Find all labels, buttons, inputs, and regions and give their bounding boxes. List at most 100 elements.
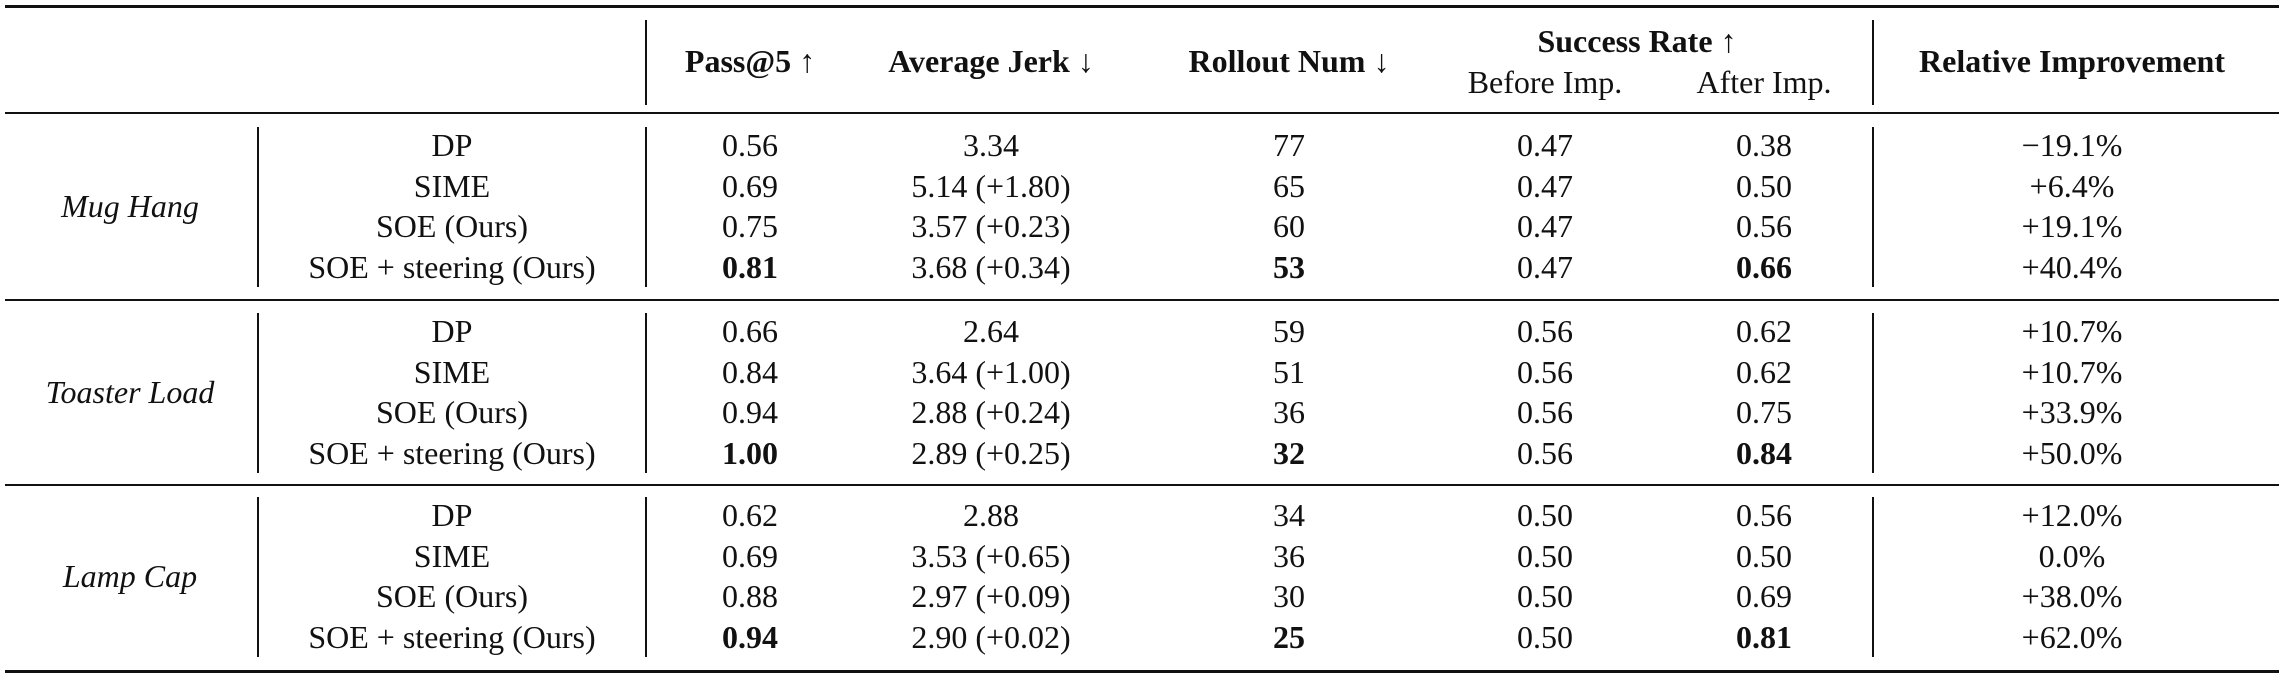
after-imp-cell: 0.62 [1736,313,1792,349]
after-imp-cell: 0.81 [1736,618,1792,655]
rollout-num-cell: 59 [1273,313,1305,349]
relative-improvement-cell: +10.7% [2021,353,2123,390]
method-cell: DP [431,497,473,533]
bottom-rule [5,670,2279,673]
method-cell: SOE (Ours) [376,394,528,430]
average-jerk-cell: 2.97 (+0.09) [911,578,1071,614]
task-label: Mug Hang [61,187,199,224]
group-divider [645,313,647,473]
pass5-cell: 0.66 [722,313,778,349]
method-cell: SOE (Ours) [376,208,528,244]
method-cell: SIME [413,537,491,574]
average-jerk-cell: 3.68 (+0.34) [911,248,1071,285]
average-jerk-cell: 3.53 (+0.65) [911,537,1071,574]
pass5-cell: 0.69 [722,167,778,204]
before-imp-cell: 0.56 [1517,434,1573,471]
group-divider [1872,127,1874,287]
rollout-num-cell: 32 [1273,434,1305,471]
relative-improvement-cell: +10.7% [2021,313,2123,349]
before-imp-cell: 0.50 [1517,497,1573,533]
header-rule [5,112,2279,114]
rollout-num-cell: 36 [1273,537,1305,574]
task-label: Toaster Load [45,373,215,410]
relative-improvement-cell: −19.1% [2021,127,2123,163]
pass5-cell: 0.56 [722,127,778,163]
header-before-imp: Before Imp. [1467,64,1623,100]
average-jerk-cell: 3.64 (+1.00) [911,353,1071,390]
rollout-num-cell: 53 [1273,248,1305,285]
before-imp-cell: 0.56 [1517,394,1573,430]
average-jerk-cell: 3.34 [963,127,1019,163]
after-imp-cell: 0.84 [1736,434,1792,471]
before-imp-cell: 0.50 [1517,618,1573,655]
top-rule [5,5,2279,8]
average-jerk-cell: 3.57 (+0.23) [911,208,1071,244]
header-relative-improvement: Relative Improvement [1919,43,2225,79]
rollout-num-cell: 25 [1273,618,1305,655]
relative-improvement-cell: +62.0% [2021,618,2123,655]
method-cell: DP [431,127,473,163]
rollout-num-cell: 51 [1273,353,1305,390]
average-jerk-cell: 2.88 (+0.24) [911,394,1071,430]
average-jerk-cell: 2.90 (+0.02) [911,618,1071,655]
group-divider [645,127,647,287]
relative-improvement-cell: 0.0% [2038,537,2106,574]
rollout-num-cell: 77 [1273,127,1305,163]
after-imp-cell: 0.62 [1736,353,1792,390]
header-divider-2 [1872,20,1874,105]
after-imp-cell: 0.50 [1736,537,1792,574]
before-imp-cell: 0.56 [1517,353,1573,390]
rollout-num-cell: 30 [1273,578,1305,614]
average-jerk-cell: 2.64 [963,313,1019,349]
relative-improvement-cell: +6.4% [2029,167,2115,204]
group-divider [257,497,259,657]
pass5-cell: 0.94 [722,618,778,655]
pass5-cell: 0.75 [722,208,778,244]
method-cell: DP [431,313,473,349]
group-rule-1 [5,299,2279,301]
before-imp-cell: 0.50 [1517,578,1573,614]
group-divider [1872,313,1874,473]
average-jerk-cell: 2.88 [963,497,1019,533]
rollout-num-cell: 36 [1273,394,1305,430]
relative-improvement-cell: +19.1% [2021,208,2123,244]
average-jerk-cell: 2.89 (+0.25) [911,434,1071,471]
before-imp-cell: 0.47 [1517,167,1573,204]
method-cell: SOE (Ours) [376,578,528,614]
relative-improvement-cell: +50.0% [2021,434,2123,471]
relative-improvement-cell: +33.9% [2021,394,2123,430]
header-pass5: Pass@5 ↑ [684,43,816,79]
pass5-cell: 0.94 [722,394,778,430]
after-imp-cell: 0.38 [1736,127,1792,163]
after-imp-cell: 0.50 [1736,167,1792,204]
group-divider [645,497,647,657]
rollout-num-cell: 34 [1273,497,1305,533]
after-imp-cell: 0.75 [1736,394,1792,430]
pass5-cell: 0.88 [722,578,778,614]
relative-improvement-cell: +12.0% [2021,497,2123,533]
rollout-num-cell: 60 [1273,208,1305,244]
after-imp-cell: 0.69 [1736,578,1792,614]
group-divider [257,313,259,473]
after-imp-cell: 0.66 [1736,248,1792,285]
header-divider-1 [645,20,647,105]
group-rule-2 [5,484,2279,486]
relative-improvement-cell: +40.4% [2021,248,2123,285]
header-after-imp: After Imp. [1696,64,1832,100]
before-imp-cell: 0.47 [1517,248,1573,285]
before-imp-cell: 0.47 [1517,208,1573,244]
header-average-jerk: Average Jerk ↓ [888,43,1094,79]
average-jerk-cell: 5.14 (+1.80) [911,167,1071,204]
pass5-cell: 0.62 [722,497,778,533]
rollout-num-cell: 65 [1273,167,1305,204]
before-imp-cell: 0.47 [1517,127,1573,163]
pass5-cell: 0.81 [722,248,778,285]
header-rollout-num: Rollout Num ↓ [1188,43,1390,79]
before-imp-cell: 0.56 [1517,313,1573,349]
before-imp-cell: 0.50 [1517,537,1573,574]
relative-improvement-cell: +38.0% [2021,578,2123,614]
pass5-cell: 0.84 [722,353,778,390]
method-cell: SOE + steering (Ours) [308,434,596,471]
method-cell: SOE + steering (Ours) [308,618,596,655]
after-imp-cell: 0.56 [1736,497,1792,533]
